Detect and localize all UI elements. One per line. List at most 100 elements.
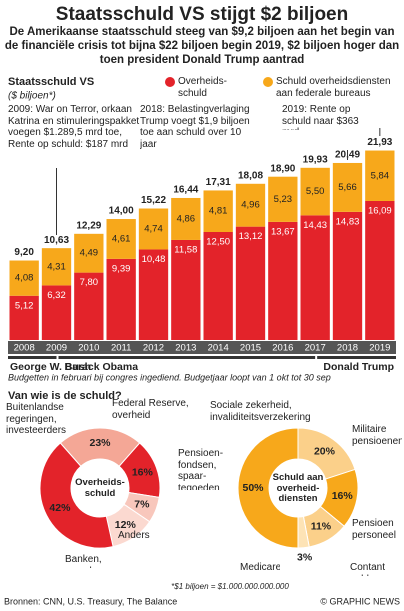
x-tick-label: 2013 — [175, 343, 196, 354]
legend-swatch — [263, 77, 273, 87]
percent-label: 11% — [311, 521, 332, 533]
annotation: 2019: Rente op schuld naar $363 mrd — [282, 104, 359, 130]
value-label: 4,08 — [15, 273, 34, 284]
president-name: George W. Bush — [10, 361, 91, 373]
value-label: 5,50 — [306, 186, 325, 197]
president-name: Barack Obama — [65, 361, 139, 373]
value-label: 16,09 — [368, 205, 392, 216]
value-label: 4,96 — [241, 200, 260, 211]
bar-segment — [268, 221, 298, 340]
total-label: 14,00 — [109, 206, 134, 217]
value-label: 14,83 — [336, 216, 360, 227]
value-label: 9,39 — [112, 263, 131, 274]
value-label: 4,81 — [209, 206, 228, 217]
bar-segment — [203, 190, 233, 232]
value-label: 4,31 — [47, 261, 66, 272]
source: Bronnen: CNN, U.S. Treasury, The Balance — [4, 596, 177, 606]
value-label: 13,12 — [239, 231, 263, 242]
segment-label-box: Federal Reserve, overheid — [112, 398, 189, 421]
bar-segment — [235, 183, 266, 227]
annotation-box: 2019: Rente op schuld naar $363 mrd — [282, 104, 359, 130]
segment-label: Federal Reserve, overheid — [112, 398, 189, 421]
value-label: 14,43 — [303, 220, 327, 231]
percent-label: 42% — [49, 502, 71, 514]
segment-label: Medicare — [240, 562, 280, 573]
x-tick-label: 2009 — [46, 343, 67, 354]
bar-segment — [74, 233, 104, 273]
total-label: 15,22 — [141, 195, 166, 206]
segment-label-box: Anders — [118, 530, 150, 541]
total-label: 18,90 — [270, 163, 295, 174]
segment-label: Anders — [118, 530, 150, 541]
year-band — [8, 341, 396, 354]
bar-segment — [300, 167, 330, 216]
value-label: 11,58 — [174, 244, 197, 255]
bar-segment — [332, 211, 363, 340]
percent-label: 16% — [132, 467, 154, 479]
donut-center: Overheids-schuld — [75, 477, 125, 499]
value-label: 5,23 — [274, 194, 293, 205]
value-label: 4,49 — [80, 248, 99, 259]
donut-center-box: Schuld aan overheid-diensten — [273, 472, 324, 505]
segment-label: Sociale zekerheid, invaliditeitsverzeker… — [210, 400, 311, 423]
bar-segment — [106, 219, 136, 259]
value-label: 5,84 — [371, 170, 390, 181]
segment-label-box: Medicare — [240, 562, 280, 573]
segment-label-box: Militaire pensioenen — [352, 424, 402, 447]
segment-label: Buitenlandse regeringen, investeerders — [6, 402, 67, 436]
unit: ($ biljoen*) — [8, 91, 56, 102]
segment-label-box: Sociale zekerheid, invaliditeitsverzeker… — [210, 400, 311, 423]
legend-label-box: Schuld overheidsdiensten aan federale bu… — [276, 76, 391, 99]
percent-label: 12% — [115, 519, 137, 531]
subtitle: De Amerikaanse staatsschuld steeg van $9… — [4, 26, 400, 66]
x-tick-label: 2019 — [369, 343, 390, 354]
bar-segment — [365, 200, 395, 340]
bar-segment — [300, 215, 330, 340]
legend-label-box: Overheids-schuld — [178, 76, 227, 99]
x-tick-label: 2016 — [272, 343, 293, 354]
x-tick-label: 2017 — [305, 343, 326, 354]
legend-swatch — [165, 77, 175, 87]
bar-segment — [9, 260, 39, 296]
bar-segment — [365, 150, 395, 201]
segment-label: Banken, verzekeraars — [65, 554, 123, 568]
title: Staatsschuld VS stijgt $2 biljoen — [56, 4, 348, 25]
bar-segment — [9, 295, 39, 340]
annotation: 2009: War on Terror, orkaan Katrina en s… — [8, 104, 140, 150]
segment-label-box: Pensioen personeel — [352, 518, 396, 541]
legend-label: Overheids-schuld — [178, 76, 227, 99]
total-label: 10,63 — [44, 235, 69, 246]
chart-title: Staatsschuld VS — [8, 76, 94, 88]
president-bar — [8, 356, 57, 359]
bar-segment — [171, 239, 201, 340]
total-label: 12,29 — [76, 220, 101, 231]
segment-label: Pensioen personeel — [352, 518, 396, 541]
president-bar — [317, 356, 396, 359]
bar-segment — [138, 208, 169, 250]
segment-label-box: Pensioen-fondsen, spaar-tegoeden — [178, 448, 223, 490]
donut-segment — [237, 427, 299, 549]
total-label: 9,20 — [14, 247, 34, 258]
bar-segment — [41, 248, 72, 286]
value-label: 10,48 — [142, 254, 166, 265]
total-label: 18,08 — [238, 170, 263, 181]
x-tick-label: 2015 — [240, 343, 261, 354]
x-tick-label: 2014 — [208, 343, 229, 354]
bar-segment — [138, 249, 169, 340]
footnote: *$1 biljoen = $1.000.000.000.000 — [171, 582, 289, 591]
value-label: 13,67 — [271, 226, 295, 237]
segment-label-box: Banken, verzekeraars — [65, 554, 123, 568]
percent-label: 20% — [314, 445, 336, 457]
credit: © GRAPHIC NEWS — [320, 596, 400, 606]
subtitle-box: De Amerikaanse staatsschuld steeg van $9… — [4, 26, 400, 66]
total-label: 17,31 — [206, 177, 231, 188]
value-label: 12,50 — [206, 237, 230, 248]
bar-segment — [106, 258, 136, 340]
value-label: 4,74 — [144, 223, 163, 234]
value-label: 6,32 — [47, 290, 66, 301]
segment-label: Contant geld — [350, 562, 386, 576]
percent-label: 7% — [134, 498, 150, 510]
note: Budgetten in februari bij congres ingedi… — [8, 372, 331, 382]
x-tick-label: 2018 — [337, 343, 358, 354]
